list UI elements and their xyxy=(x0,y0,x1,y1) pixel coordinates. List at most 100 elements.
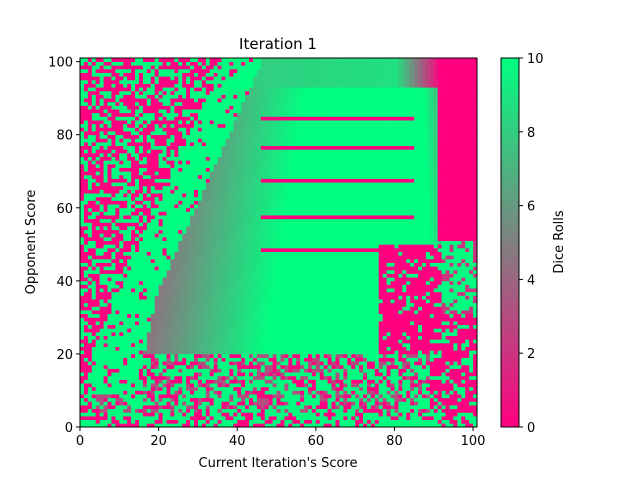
heatmap-cell xyxy=(186,251,191,256)
heatmap-cell xyxy=(449,383,454,388)
heatmap-cell xyxy=(469,401,474,406)
heatmap-cell xyxy=(178,372,183,377)
heatmap-cell xyxy=(307,299,313,304)
heatmap-cell xyxy=(142,277,148,282)
heatmap-cell xyxy=(111,346,116,351)
heatmap-cell xyxy=(237,408,242,413)
heatmap-cell xyxy=(186,273,191,278)
heatmap-cell xyxy=(410,383,415,388)
heatmap-cell xyxy=(327,258,332,263)
heatmap-cell xyxy=(296,332,301,337)
heatmap-cell xyxy=(469,273,474,278)
heatmap-cell xyxy=(170,423,175,428)
heatmap-cell xyxy=(339,280,344,285)
heatmap-cell xyxy=(292,394,297,399)
heatmap-cell xyxy=(221,339,226,344)
heatmap-cell xyxy=(359,324,364,329)
heatmap-cell xyxy=(398,310,403,315)
heatmap-cell xyxy=(382,419,387,424)
heatmap-cell xyxy=(272,416,277,421)
heatmap-cell xyxy=(225,251,230,256)
heatmap-cell xyxy=(437,357,442,362)
heatmap-cell xyxy=(150,397,156,402)
heatmap-cell xyxy=(241,342,246,347)
heatmap-cell xyxy=(402,288,407,293)
heatmap-cell xyxy=(213,302,218,307)
heatmap-cell xyxy=(445,379,450,384)
heatmap-cell xyxy=(174,346,179,351)
heatmap-cell xyxy=(213,350,218,355)
heatmap-cell xyxy=(229,372,234,377)
heatmap-cell xyxy=(335,364,340,369)
heatmap-cell xyxy=(339,346,344,351)
heatmap-cell xyxy=(453,390,458,395)
heatmap-cell xyxy=(174,335,179,340)
heatmap-cell xyxy=(138,317,144,322)
heatmap-cell xyxy=(217,375,222,380)
heatmap-cell xyxy=(256,368,262,373)
heatmap-cell xyxy=(418,353,423,358)
heatmap-cell xyxy=(382,269,387,274)
heatmap-cell xyxy=(131,342,136,347)
heatmap-cell xyxy=(292,273,297,278)
heatmap-cell xyxy=(410,416,415,421)
heatmap-cell xyxy=(421,379,427,384)
heatmap-cell xyxy=(382,288,387,293)
heatmap-cell xyxy=(186,383,191,388)
heatmap-cell xyxy=(390,251,395,256)
heatmap-cell xyxy=(264,412,270,417)
heatmap-cell xyxy=(315,405,321,410)
heatmap-cell xyxy=(178,291,183,296)
heatmap-cell xyxy=(374,394,380,399)
heatmap-cell xyxy=(363,423,368,428)
heatmap-cell xyxy=(95,306,100,311)
heatmap-cell xyxy=(461,390,466,395)
heatmap-cell xyxy=(205,321,211,326)
heatmap-cell xyxy=(99,302,104,307)
heatmap-cell xyxy=(205,408,211,413)
heatmap-cell xyxy=(414,288,419,293)
heatmap-cell xyxy=(80,310,85,315)
heatmap-cell xyxy=(186,397,191,402)
heatmap-cell xyxy=(300,423,305,428)
heatmap-cell xyxy=(339,372,344,377)
heatmap-cell xyxy=(378,251,384,256)
heatmap-cell xyxy=(201,277,207,282)
heatmap-cell xyxy=(186,332,191,337)
heatmap-cell xyxy=(429,350,435,355)
heatmap-cell xyxy=(339,269,344,274)
heatmap-cell xyxy=(221,288,226,293)
heatmap-cell xyxy=(339,295,344,300)
heatmap-cell xyxy=(237,317,242,322)
heatmap-cell xyxy=(87,299,93,304)
heatmap-cell xyxy=(83,350,89,355)
heatmap-cell xyxy=(87,328,93,333)
heatmap-cell xyxy=(87,346,93,351)
heatmap-cell xyxy=(209,383,214,388)
heatmap-cell xyxy=(363,332,368,337)
heatmap-cell xyxy=(414,273,419,278)
heatmap-cell xyxy=(209,295,214,300)
heatmap-cell xyxy=(398,266,403,271)
heatmap-cell xyxy=(272,405,277,410)
heatmap-cell xyxy=(425,342,431,347)
heatmap-cell xyxy=(233,364,238,369)
heatmap-cell xyxy=(359,408,364,413)
heatmap-cell xyxy=(249,277,254,282)
heatmap-cell xyxy=(453,379,458,384)
heatmap-cell xyxy=(197,324,203,329)
heatmap-cell xyxy=(292,350,297,355)
heatmap-cell xyxy=(414,280,419,285)
heatmap-cell xyxy=(166,390,171,395)
heatmap-cell xyxy=(441,372,446,377)
heatmap-cell xyxy=(394,394,399,399)
heatmap-cell xyxy=(229,291,234,296)
heatmap-cell xyxy=(209,342,214,347)
heatmap-cell xyxy=(260,258,266,263)
heatmap-cell xyxy=(374,280,380,285)
heatmap-cell xyxy=(276,280,281,285)
heatmap-cell xyxy=(280,386,285,391)
heatmap-cell xyxy=(465,251,470,256)
heatmap-cell xyxy=(83,324,89,329)
heatmap-cell xyxy=(363,280,368,285)
